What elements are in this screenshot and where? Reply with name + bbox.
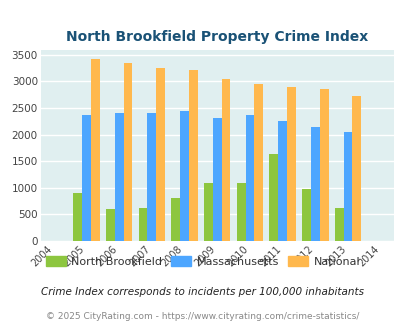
Bar (310, 127, 319, 241)
Bar (180, 111, 188, 241)
Bar (254, 83, 262, 241)
Bar (203, 183, 212, 241)
Bar (156, 68, 165, 241)
Title: North Brookfield Property Crime Index: North Brookfield Property Crime Index (66, 30, 367, 44)
Bar (114, 113, 123, 241)
Bar (147, 113, 156, 241)
Bar (82, 115, 91, 241)
Bar (212, 117, 221, 241)
Bar (301, 189, 310, 241)
Legend: North Brookfield, Massachusetts, National: North Brookfield, Massachusetts, Nationa… (41, 251, 364, 271)
Bar (277, 121, 286, 241)
Bar (286, 87, 295, 241)
Bar (138, 208, 147, 241)
Bar (269, 154, 277, 241)
Bar (123, 63, 132, 241)
Bar (91, 58, 99, 241)
Bar (221, 79, 230, 241)
Bar (245, 115, 254, 241)
Bar (319, 89, 328, 241)
Bar (352, 96, 360, 241)
Bar (343, 132, 352, 241)
Bar (171, 198, 180, 241)
Text: Crime Index corresponds to incidents per 100,000 inhabitants: Crime Index corresponds to incidents per… (41, 287, 364, 297)
Bar (236, 183, 245, 241)
Bar (188, 70, 197, 241)
Bar (334, 208, 343, 241)
Bar (73, 193, 82, 241)
Text: © 2025 CityRating.com - https://www.cityrating.com/crime-statistics/: © 2025 CityRating.com - https://www.city… (46, 312, 359, 321)
Bar (106, 209, 114, 241)
